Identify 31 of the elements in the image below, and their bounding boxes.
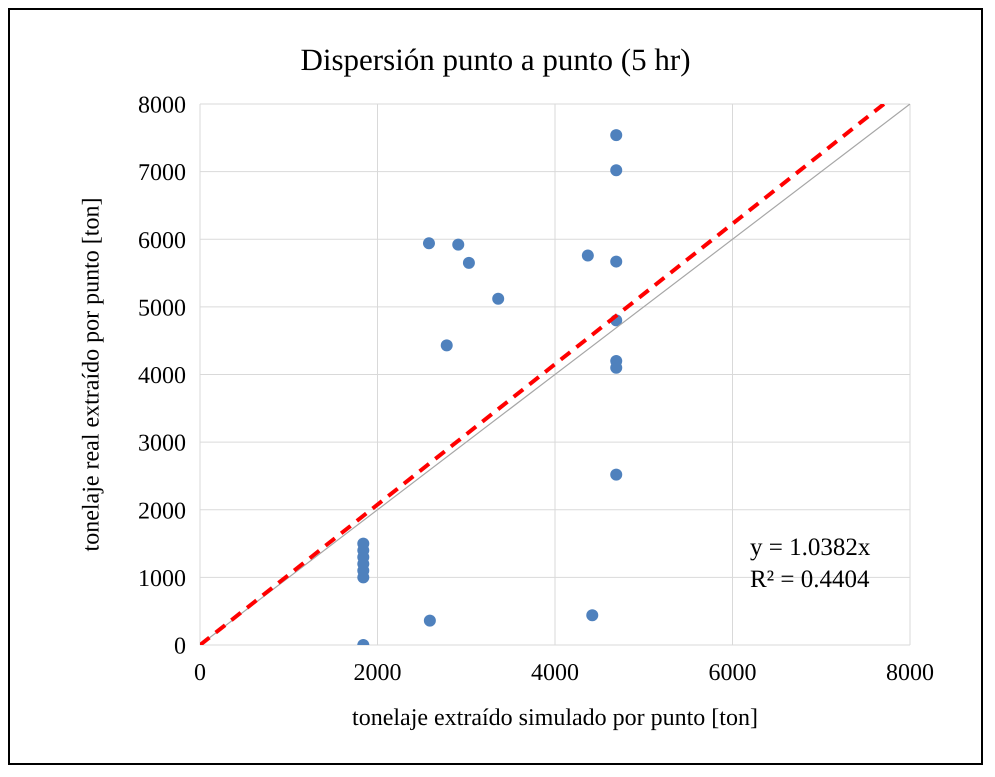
x-axis-title: tonelaje extraído simulado por punto [ton]	[352, 705, 758, 731]
x-tick-label: 2000	[354, 660, 402, 686]
point	[610, 164, 622, 176]
x-tick-label: 4000	[531, 660, 579, 686]
annotation: R² = 0.4404	[750, 565, 870, 595]
y-tick-label: 5000	[138, 295, 186, 322]
y-tick-label: 7000	[138, 160, 186, 186]
point	[440, 339, 453, 352]
point	[422, 237, 435, 250]
y-tick-label: 4000	[138, 363, 186, 390]
y-tick-label: 2000	[138, 498, 186, 524]
annotation: y = 1.0382x	[750, 533, 870, 563]
y-tick-label: 8000	[138, 92, 186, 119]
point	[586, 609, 598, 622]
point	[610, 468, 622, 481]
point	[492, 292, 504, 305]
point	[424, 614, 436, 627]
y-tick-label: 0	[174, 634, 186, 660]
y-axis-title: tonelaje real extraído por punto [ton]	[78, 198, 105, 552]
x-tick-label: 8000	[886, 660, 934, 686]
chart-title: Dispersión punto a punto (5 hr)	[299, 42, 692, 78]
y-tick-label: 3000	[138, 430, 186, 457]
point	[610, 256, 622, 268]
point	[582, 249, 594, 262]
point	[452, 238, 464, 251]
point	[610, 129, 622, 142]
y-tick-label: 1000	[138, 566, 186, 592]
y-tick-label: 6000	[138, 228, 186, 254]
point	[462, 256, 475, 269]
x-tick-label: 0	[194, 660, 206, 686]
x-tick-label: 6000	[708, 660, 756, 686]
